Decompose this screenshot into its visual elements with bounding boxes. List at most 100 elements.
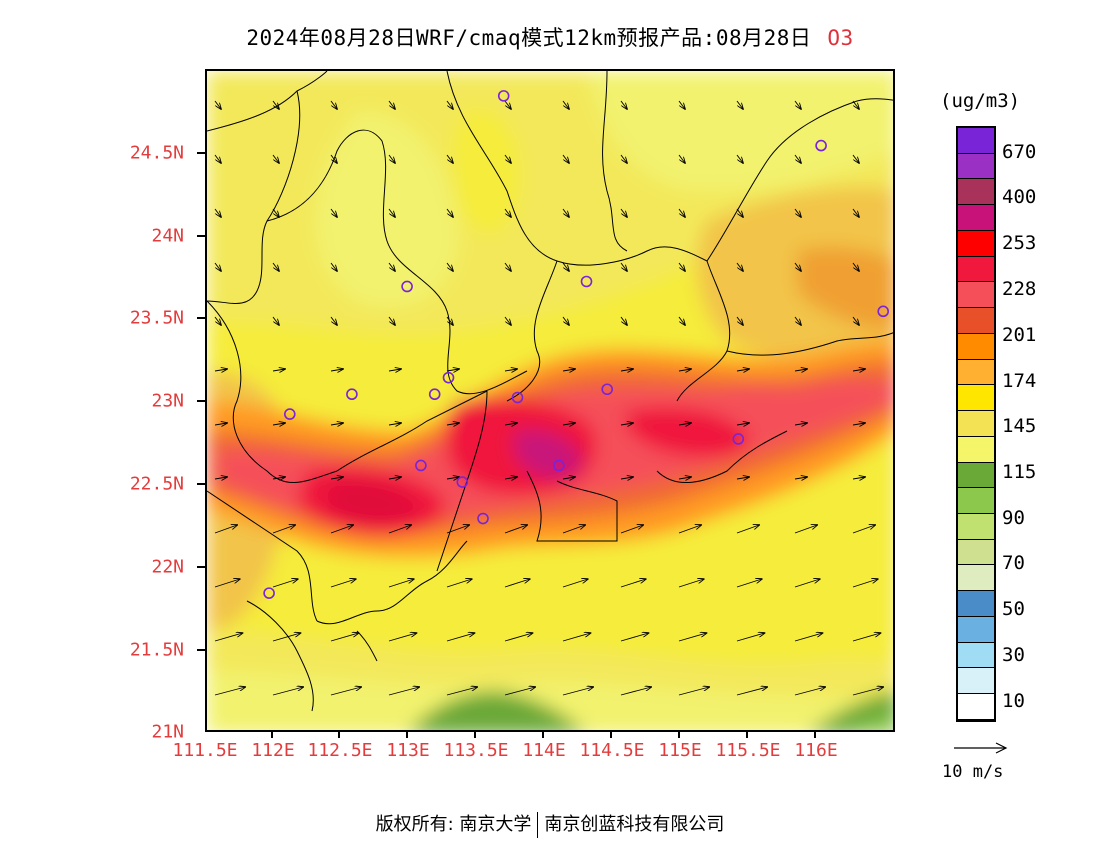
wind-arrow xyxy=(852,525,875,534)
colorbar-segment xyxy=(958,616,994,643)
colorbar-label: 174 xyxy=(1002,370,1037,392)
colorbar-segment xyxy=(958,411,994,437)
wind-arrow xyxy=(388,477,401,479)
wind-arrow xyxy=(504,316,511,325)
wind-arrow xyxy=(852,154,859,163)
wind-arrow xyxy=(562,262,569,271)
wind-arrow xyxy=(272,154,279,163)
copyright-left: 版权所有: 南京大学 xyxy=(375,814,532,835)
wind-arrow xyxy=(272,687,303,696)
wind-arrow xyxy=(736,154,743,163)
copyright-right: 南京创蓝科技有限公司 xyxy=(544,814,725,835)
lon-tick xyxy=(474,731,476,738)
wind-arrow xyxy=(504,687,535,696)
wind-arrow xyxy=(736,423,749,425)
colorbar-segment xyxy=(958,642,994,669)
map-canvas xyxy=(207,71,893,730)
station-marker xyxy=(401,280,413,293)
wind-arrow xyxy=(446,369,459,371)
wind-arrow xyxy=(736,262,743,271)
colorbar-label: 145 xyxy=(1002,415,1037,437)
wind-arrow xyxy=(214,477,227,479)
wind-arrow xyxy=(678,579,704,588)
wind-arrow xyxy=(330,316,337,325)
station-marker xyxy=(511,391,524,404)
wind-arrow xyxy=(678,100,685,109)
wind-arrow xyxy=(504,525,527,534)
colorbar-label: 70 xyxy=(1002,552,1025,574)
wind-arrow xyxy=(330,633,359,642)
wind-arrow xyxy=(852,100,859,109)
wind-arrow xyxy=(562,579,588,588)
wind-arrow xyxy=(388,100,395,109)
wind-arrow xyxy=(562,477,575,479)
station-marker xyxy=(284,408,296,420)
wind-arrow xyxy=(504,262,511,271)
wind-arrow xyxy=(794,369,807,371)
wind-arrow xyxy=(794,687,825,696)
colorbar-label: 400 xyxy=(1002,186,1037,208)
lon-tick xyxy=(814,731,816,738)
lon-label-112: 112E xyxy=(251,740,295,761)
wind-arrow xyxy=(504,100,511,109)
wind-arrow xyxy=(446,262,453,271)
reference-wind-arrow xyxy=(954,742,1008,754)
lat-tick xyxy=(197,400,205,402)
wind-arrow xyxy=(214,208,221,217)
wind-arrow xyxy=(620,154,627,163)
wind-arrow xyxy=(504,154,511,163)
wind-arrow xyxy=(504,369,517,371)
lon-tick xyxy=(271,731,273,738)
map-title: 2024年08月28日WRF/cmaq模式12km预报产品:08月28日 O3 xyxy=(0,22,1100,52)
pollutant-label: O3 xyxy=(827,26,854,50)
wind-arrow xyxy=(388,316,395,325)
wind-arrow xyxy=(852,423,865,425)
colorbar-label: 115 xyxy=(1002,461,1037,483)
lon-label-112-5: 112.5E xyxy=(307,740,373,761)
lon-tick xyxy=(338,731,340,738)
colorbar-segment xyxy=(958,436,994,463)
lat-label-23-5: 23.5N xyxy=(129,307,184,329)
wind-arrow xyxy=(214,154,221,163)
station-marker xyxy=(456,476,469,488)
wind-arrow xyxy=(272,423,285,425)
wind-arrow xyxy=(794,423,807,425)
colorbar-segment xyxy=(958,230,994,257)
wind-arrow xyxy=(852,633,881,642)
lat-label-22-5: 22.5N xyxy=(129,473,184,495)
wind-arrow xyxy=(794,208,801,217)
monitoring-stations xyxy=(263,90,890,599)
wind-arrow xyxy=(214,633,243,642)
lat-label-22: 22N xyxy=(151,556,184,578)
colorbar-segment xyxy=(958,462,994,489)
wind-arrow xyxy=(330,423,343,425)
station-marker xyxy=(815,139,827,152)
wind-arrow xyxy=(736,369,749,371)
station-marker xyxy=(428,388,441,401)
wind-arrow xyxy=(620,477,633,479)
lon-tick xyxy=(610,731,612,738)
wind-arrow xyxy=(794,633,823,642)
station-marker xyxy=(877,305,890,318)
wind-arrow xyxy=(736,100,743,109)
wind-arrow xyxy=(794,316,801,325)
colorbar-segment xyxy=(958,205,994,231)
wind-arrow xyxy=(736,208,743,217)
wind-arrow xyxy=(678,262,685,271)
wind-arrow xyxy=(620,369,633,371)
station-marker xyxy=(497,90,510,102)
footer-separator xyxy=(537,812,539,838)
wind-arrow xyxy=(678,369,691,371)
wind-arrow xyxy=(446,525,469,534)
wind-arrow xyxy=(214,687,245,696)
wind-arrow xyxy=(562,316,569,325)
wind-arrow xyxy=(562,369,575,371)
lon-label-114: 114E xyxy=(522,740,566,761)
wind-arrow xyxy=(562,100,569,109)
wind-arrow xyxy=(794,262,801,271)
wind-arrow xyxy=(330,477,343,479)
wind-arrow xyxy=(446,579,472,588)
colorbar-segment xyxy=(958,256,994,283)
wind-arrow xyxy=(736,477,749,479)
colorbar-segment xyxy=(958,153,994,180)
